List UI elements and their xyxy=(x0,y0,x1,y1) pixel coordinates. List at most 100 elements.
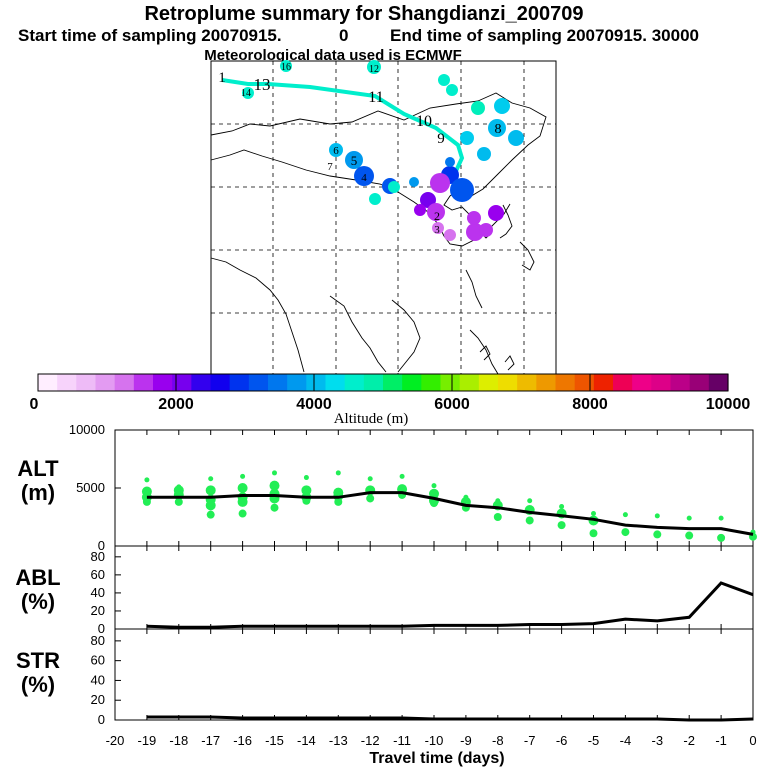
plume-dot xyxy=(508,130,524,146)
x-tick-label: -10 xyxy=(425,733,444,748)
colorbar-cell xyxy=(268,374,288,391)
alt-scatter-point xyxy=(301,485,312,496)
alt-scatter-point xyxy=(591,511,596,517)
colorbar-tick-label: 4000 xyxy=(296,396,332,413)
x-tick-label: -19 xyxy=(138,733,157,748)
colorbar-frame xyxy=(37,373,729,392)
colorbar-tick-labels: 0 2000 4000 6000 8000 10000 xyxy=(30,396,751,413)
plume-dot xyxy=(329,143,343,157)
plume-dot xyxy=(488,119,506,137)
trajectory-day-label: 9 xyxy=(437,131,445,147)
alt-scatter-point xyxy=(654,513,660,519)
plume-dot xyxy=(467,211,481,225)
colorbar-cell xyxy=(153,374,173,391)
str-panel: STR (%) 80 60 40 20 0 xyxy=(16,628,754,727)
x-tick-label: -20 xyxy=(106,733,125,748)
abl-y-tick-label: 20 xyxy=(91,603,105,618)
colorbar-cell xyxy=(210,374,231,391)
alt-scatter-point xyxy=(272,470,277,476)
colorbar-cell xyxy=(402,374,422,391)
colorbar-cell xyxy=(708,374,729,391)
alt-scatter-point xyxy=(367,476,373,482)
abl-y-tick-label: 80 xyxy=(91,549,105,564)
alt-scatter-points xyxy=(141,470,757,542)
abl-panel-frame xyxy=(114,545,754,630)
str-panel-frame xyxy=(114,628,754,721)
trajectory-day-label: 3 xyxy=(434,224,440,236)
alt-scatter-point xyxy=(334,497,343,506)
plume-dot xyxy=(471,101,485,115)
mean-trajectory-path xyxy=(221,78,465,172)
colorbar-tick-label: 6000 xyxy=(434,396,470,413)
colorbar-cell xyxy=(133,374,154,391)
plume-dot xyxy=(432,222,444,234)
end-time-label: End time of sampling 20070915. 30000 xyxy=(390,26,699,45)
trajectory-day-label: 5 xyxy=(351,153,358,168)
plume-dot xyxy=(414,204,426,216)
trajectory-day-label: 1 xyxy=(218,70,226,86)
alt-scatter-point xyxy=(557,521,566,530)
plume-dot xyxy=(388,181,400,193)
plume-dot xyxy=(430,173,450,193)
abl-y-tick-label: 60 xyxy=(91,567,105,582)
alt-scatter-point xyxy=(559,504,565,510)
colorbar-cell xyxy=(498,374,518,391)
alt-scatter-point xyxy=(206,510,215,519)
trajectory-day-label: 13 xyxy=(254,75,271,94)
trajectory-day-label: 10 xyxy=(416,113,432,130)
trajectory-day-label: 14 xyxy=(241,88,251,99)
plume-particles xyxy=(242,60,524,241)
colorbar-cell xyxy=(574,374,595,391)
plume-dot xyxy=(367,60,381,74)
plume-dot xyxy=(445,157,455,167)
colorbar-cell xyxy=(459,374,480,391)
colorbar-tick-label: 2000 xyxy=(158,396,194,413)
plume-dot xyxy=(479,223,493,237)
alt-scatter-point xyxy=(685,531,694,540)
alt-scatter-point xyxy=(589,529,598,538)
colorbar-cell xyxy=(651,374,672,391)
alt-scatter-point xyxy=(237,496,248,507)
x-tick-label: -13 xyxy=(329,733,348,748)
colorbar-cell xyxy=(76,374,97,391)
x-tick-label: -14 xyxy=(297,733,316,748)
alt-panel-title: ALT xyxy=(17,456,59,481)
plume-dot xyxy=(409,177,419,187)
alt-scatter-point xyxy=(429,488,439,499)
trajectory-day-label: 6 xyxy=(333,145,339,157)
colorbar-cell xyxy=(421,374,442,391)
colorbar-cell xyxy=(536,374,557,391)
x-tick-label: -5 xyxy=(588,733,600,748)
trajectory-day-label: 12 xyxy=(369,64,379,75)
alt-y-ticks: 10000 5000 0 xyxy=(69,422,121,553)
colorbar-cell xyxy=(172,374,192,391)
x-axis-label: Travel time (days) xyxy=(369,750,504,767)
colorbar-cells xyxy=(38,374,729,391)
alt-panel-unit: (m) xyxy=(21,480,55,505)
colorbar-cell xyxy=(383,374,403,391)
alt-y-tick-label: 5000 xyxy=(76,480,105,495)
alt-scatter-point xyxy=(237,483,248,493)
abl-y-ticks: 80 60 40 20 0 xyxy=(91,549,121,636)
abl-panel-title: ABL xyxy=(15,565,60,590)
alt-scatter-point xyxy=(430,499,438,508)
colorbar-cell xyxy=(632,374,652,391)
start-time-label: Start time of sampling 20070915. xyxy=(18,26,282,45)
alt-scatter-point xyxy=(431,483,437,489)
colorbar-cell xyxy=(689,374,710,391)
map-gridlines xyxy=(211,61,556,374)
alt-scatter-point xyxy=(303,475,309,481)
str-line xyxy=(146,715,754,722)
colorbar-cell xyxy=(517,374,537,391)
colorbar-tick-label: 8000 xyxy=(572,396,608,413)
str-panel-unit: (%) xyxy=(21,672,55,697)
alt-panel: ALT (m) 10000 5000 0 xyxy=(17,422,757,553)
colorbar-cell xyxy=(440,374,461,391)
plume-dot xyxy=(345,151,363,169)
alt-y-tick-label: 10000 xyxy=(69,422,105,437)
figure-title: Retroplume summary for Shangdianzi_20070… xyxy=(144,3,583,25)
str-y-tick-label: 80 xyxy=(91,633,105,648)
plume-dot xyxy=(438,74,450,86)
